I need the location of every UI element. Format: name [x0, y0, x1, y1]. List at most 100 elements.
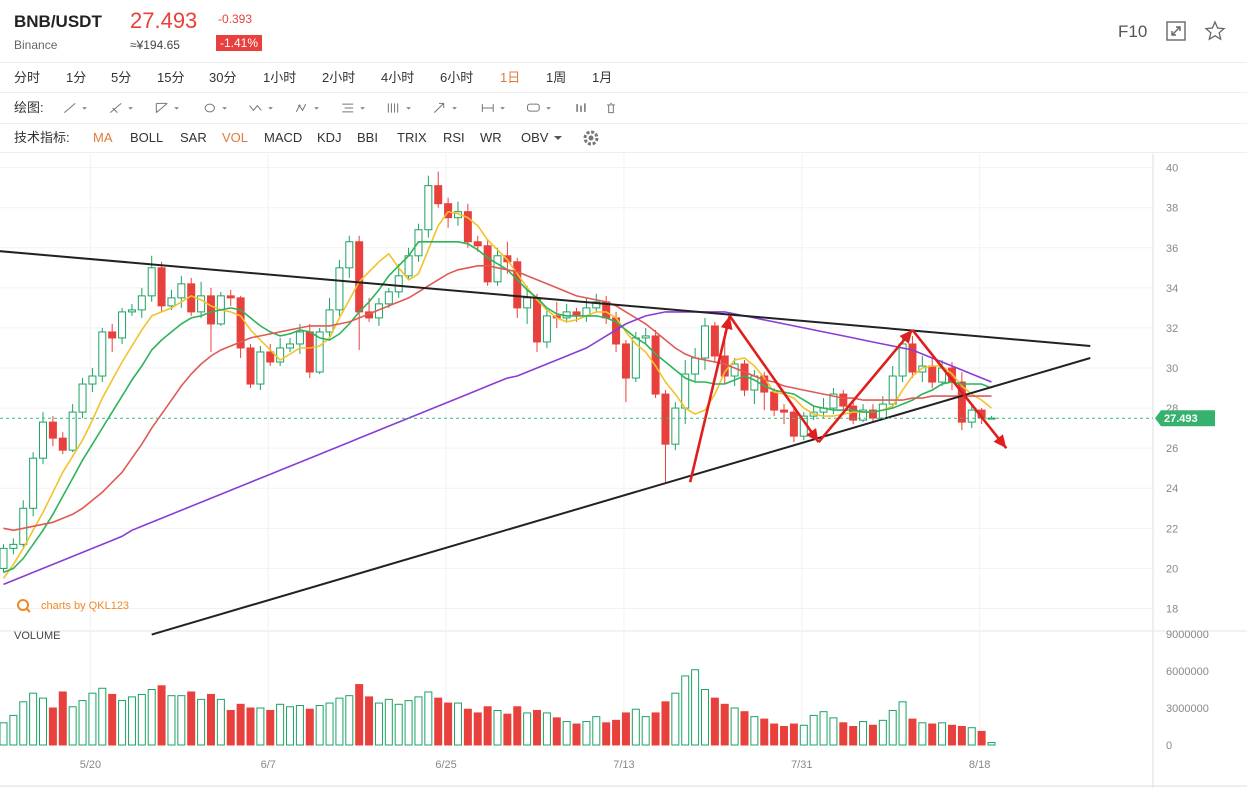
indicator-rsi[interactable]: RSI	[443, 130, 465, 145]
volume-bar	[819, 711, 828, 746]
expand-icon[interactable]	[1165, 20, 1187, 42]
indicator-tool-icon[interactable]	[574, 99, 602, 117]
fibonacci-tool-icon[interactable]	[340, 99, 368, 117]
volume-bar	[325, 702, 334, 746]
tab-timeframe-2h[interactable]: 2小时	[322, 70, 356, 85]
candle-body	[127, 309, 136, 313]
volume-bar	[799, 724, 808, 746]
volume-bar	[552, 717, 561, 746]
tab-timeframe-4h[interactable]: 4小时	[381, 70, 415, 85]
ray-tool-icon[interactable]	[108, 99, 136, 117]
star-icon[interactable]	[1204, 20, 1226, 42]
gear-icon[interactable]	[582, 129, 600, 147]
indicator-sar[interactable]: SAR	[180, 130, 207, 145]
trash-icon[interactable]	[604, 99, 632, 117]
volume-bar	[404, 700, 413, 746]
date-tick-label: 7/31	[791, 759, 812, 771]
candle-body	[384, 291, 393, 305]
indicator-wr[interactable]: WR	[480, 130, 502, 145]
tab-timeframe-1d[interactable]: 1日	[500, 70, 521, 85]
volume-bar	[839, 722, 848, 746]
volume-bar	[335, 697, 344, 746]
volume-bar	[19, 701, 28, 746]
volume-bar	[434, 697, 443, 746]
volume-bar	[483, 706, 492, 746]
tab-timeframe-30m[interactable]: 30分	[209, 70, 237, 85]
indicator-macd[interactable]: MACD	[264, 130, 303, 145]
pattern-tool-icon[interactable]	[294, 99, 322, 117]
candle-body	[246, 347, 255, 385]
arrow-head	[806, 428, 819, 443]
tab-timeframe-time[interactable]: 分时	[14, 70, 41, 85]
axes: 1820222426283032343638400300000060000009…	[14, 163, 1209, 771]
volume-bar	[48, 707, 57, 746]
volume-bars	[0, 669, 996, 746]
indicator-trix[interactable]: TRIX	[397, 130, 427, 145]
candle-body	[167, 297, 176, 307]
indicator-bbi[interactable]: BBI	[357, 130, 378, 145]
indicator-obv[interactable]: OBV	[521, 130, 549, 145]
text-tool-icon[interactable]	[526, 99, 554, 117]
volume-bar	[720, 703, 729, 746]
volume-bar	[29, 692, 38, 746]
volume-bar	[888, 709, 897, 746]
indicator-kdj[interactable]: KDJ	[317, 130, 342, 145]
ma-line-ma5	[2, 210, 993, 579]
chart-extras: 27.493 charts by QKL123	[0, 410, 1215, 613]
volume-bar	[770, 723, 779, 746]
date-tick-label: 6/7	[261, 759, 276, 771]
volume-bar	[206, 693, 215, 746]
volume-bar	[631, 708, 640, 746]
arrows	[688, 315, 1008, 483]
exchange-name: Binance	[14, 38, 58, 52]
volume-bar	[118, 700, 127, 746]
indicator-boll[interactable]: BOLL	[130, 130, 164, 145]
volume-bar	[523, 712, 532, 746]
volume-title: VOLUME	[14, 630, 60, 642]
tab-timeframe-6h[interactable]: 6小时	[440, 70, 474, 85]
volume-bar	[493, 709, 502, 746]
line-tool-icon[interactable]	[62, 99, 90, 117]
indicator-ma[interactable]: MA	[93, 130, 113, 145]
gann-tool-icon[interactable]	[386, 99, 414, 117]
kline-chart[interactable]: 1820222426283032343638400300000060000009…	[0, 154, 1247, 788]
candle-body	[661, 393, 670, 445]
candle-body	[137, 295, 146, 311]
volume-tick-label: 9000000	[1166, 629, 1209, 641]
volume-bar	[295, 705, 304, 746]
candle-body	[918, 365, 927, 373]
tab-timeframe-5m[interactable]: 5分	[111, 70, 132, 85]
tab-timeframe-1mo[interactable]: 1月	[592, 70, 613, 85]
indicator-bar: 技术指标: MA BOLL SAR VOL MACD KDJ BBI TRIX …	[0, 124, 1247, 153]
candle-body	[523, 297, 532, 309]
volume-bar	[365, 696, 374, 746]
candle-body	[88, 375, 97, 385]
tab-timeframe-1m[interactable]: 1分	[66, 70, 87, 85]
chart-grid	[0, 154, 1247, 788]
price-tick-label: 36	[1166, 243, 1178, 255]
chevron-down-icon[interactable]	[553, 134, 563, 142]
volume-bar	[315, 705, 324, 746]
volume-bar	[236, 703, 245, 746]
tab-timeframe-15m[interactable]: 15分	[157, 70, 185, 85]
volume-bar	[374, 702, 383, 746]
channel-tool-icon[interactable]	[154, 99, 182, 117]
measure-tool-icon[interactable]	[480, 99, 508, 117]
volume-bar	[661, 701, 670, 746]
tab-timeframe-1w[interactable]: 1周	[546, 70, 567, 85]
arrow-tool-icon[interactable]	[432, 99, 460, 117]
volume-bar	[58, 691, 67, 746]
tab-timeframe-1h[interactable]: 1小时	[263, 70, 297, 85]
volume-bar	[987, 742, 996, 746]
candle-body	[908, 343, 917, 373]
ma-lines	[2, 210, 993, 586]
indicator-vol[interactable]: VOL	[222, 130, 249, 145]
f10-button[interactable]: F10	[1118, 22, 1148, 41]
wave-tool-icon[interactable]	[248, 99, 276, 117]
candle-body	[770, 391, 779, 411]
volume-bar	[384, 698, 393, 746]
shape-tool-icon[interactable]	[202, 99, 230, 117]
volume-bar	[108, 693, 117, 746]
candle-body	[750, 375, 759, 391]
candle-body	[157, 267, 166, 307]
